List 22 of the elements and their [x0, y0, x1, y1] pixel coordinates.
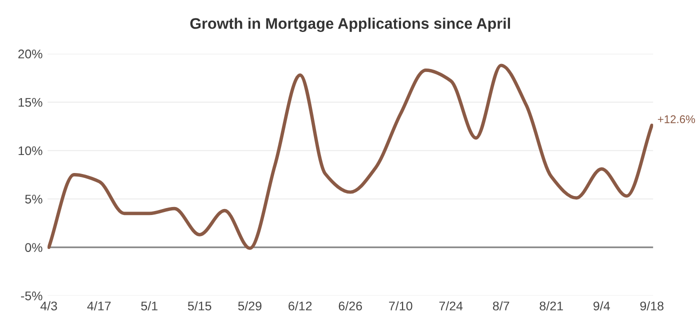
annotation: +12.6% — [658, 115, 695, 124]
x-tick-label: 5/15 — [188, 301, 212, 310]
x-tick-label: 9/18 — [640, 301, 664, 310]
x-tick-label: 8/7 — [492, 301, 510, 310]
x-tick-label: 4/17 — [87, 301, 111, 310]
x-tick-label: 8/21 — [540, 301, 563, 310]
x-tick-label: 5/1 — [141, 301, 158, 310]
x-tick-label: 4/3 — [40, 301, 57, 310]
y-tick-label: 5% — [25, 194, 42, 204]
x-tick-label: 7/24 — [439, 301, 463, 310]
y-tick-label: 20% — [18, 50, 42, 58]
x-tick-label: 7/10 — [389, 301, 412, 310]
y-tick-label: 15% — [18, 98, 42, 107]
x-tick-label: 5/29 — [238, 301, 262, 310]
y-tick-label: 10% — [18, 146, 42, 156]
line-series — [48, 64, 654, 250]
x-tick-label: 6/26 — [338, 301, 362, 310]
x-tick-label: 9/4 — [593, 301, 610, 310]
chart-title: Growth in Mortgage Applications since April — [190, 18, 510, 32]
y-tick-label: -5% — [21, 292, 42, 300]
y-tick-label: 0% — [25, 243, 42, 252]
x-tick-label: 6/12 — [288, 301, 312, 310]
